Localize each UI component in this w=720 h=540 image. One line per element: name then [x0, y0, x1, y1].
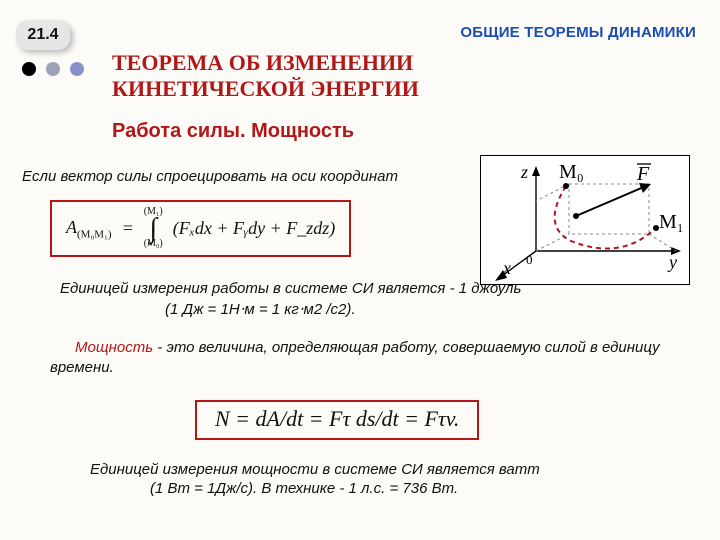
slide-title: ТЕОРЕМА ОБ ИЗМЕНЕНИИ КИНЕТИЧЕСКОЙ ЭНЕРГИ… — [112, 50, 472, 103]
dot-1 — [22, 62, 36, 76]
title-line-2: КИНЕТИЧЕСКОЙ ЭНЕРГИИ — [112, 76, 419, 101]
eq1-lhs-base: A — [66, 217, 77, 237]
point-m0 — [563, 183, 569, 189]
origin-label: 0 — [526, 252, 533, 267]
power-keyword: Мощность — [75, 339, 153, 356]
chapter-heading: ОБЩИЕ ТЕОРЕМЫ ДИНАМИКИ — [460, 24, 696, 41]
decorative-dots — [22, 62, 84, 76]
title-line-1: ТЕОРЕМА ОБ ИЗМЕНЕНИИ — [112, 50, 413, 75]
integral-lower-limit: (M₀) — [144, 240, 163, 249]
integral-symbol: ∫ — [149, 217, 157, 241]
projection-box — [536, 184, 676, 251]
section-number-badge: 21.4 — [16, 20, 70, 50]
integral-block: (M₁) ∫ (M₀) — [144, 208, 163, 249]
z-label: z — [520, 162, 528, 182]
z-axis-arrow — [532, 166, 540, 176]
work-integral-equation: A(M₀M₁) = (M₁) ∫ (M₀) (Fₓdx + Fᵧdy + F_z… — [50, 200, 351, 257]
power-unit-text-2: (1 Вт = 1Дж/с). В технике - 1 л.с. = 736… — [150, 480, 720, 497]
x-label: x — [502, 258, 511, 278]
power-equation: N = dA/dt = Fτ ds/dt = Fτv. — [195, 400, 479, 440]
dot-3 — [70, 62, 84, 76]
eq1-lhs: A(M₀M₁) — [66, 217, 112, 241]
y-label: y — [667, 252, 677, 272]
power-unit-text-1: Единицей измерения мощности в системе СИ… — [90, 460, 650, 480]
m0-label: M₀ — [559, 161, 584, 183]
force-vector-diagram: z x y 0 M₀ M₁ F — [480, 155, 690, 285]
force-vector-line — [576, 186, 646, 216]
force-vector-origin — [573, 213, 579, 219]
dot-2 — [46, 62, 60, 76]
eq1-integrand: (Fₓdx + Fᵧdy + F_zdz) — [173, 218, 336, 239]
power-definition: Мощность - это величина, определяющая ра… — [50, 338, 670, 379]
trajectory-path — [555, 186, 656, 249]
equals-sign: = — [122, 218, 134, 239]
origin — [495, 166, 681, 281]
work-unit-text-2: (1 Дж = 1Н⋅м = 1 кг⋅м2 /с2). — [165, 300, 720, 318]
diagram-svg: z x y 0 M₀ M₁ F — [481, 156, 691, 286]
eq1-lhs-sub: (M₀M₁) — [77, 228, 112, 240]
intro-text: Если вектор силы спроецировать на оси ко… — [22, 168, 398, 185]
m1-label: M₁ — [659, 211, 684, 233]
force-label: F — [636, 163, 650, 185]
slide-subtitle: Работа силы. Мощность — [112, 120, 354, 143]
